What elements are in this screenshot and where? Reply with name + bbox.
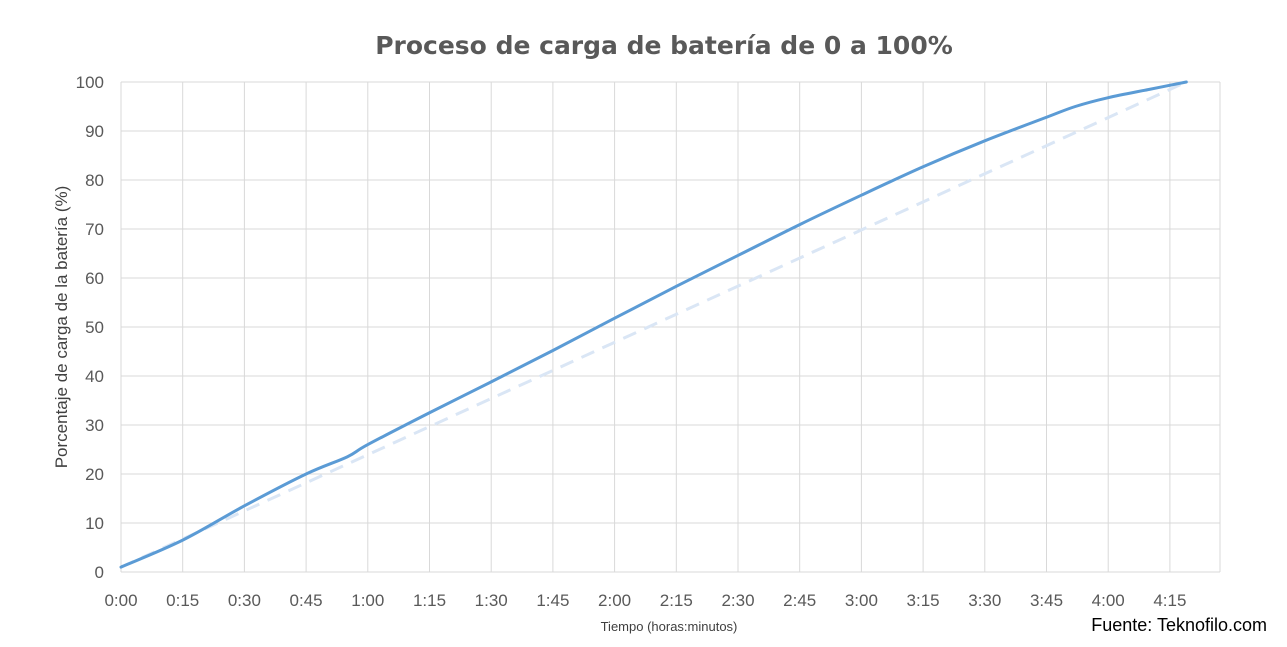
y-tick-label: 40 bbox=[85, 367, 104, 386]
y-tick-label: 100 bbox=[76, 73, 104, 92]
y-tick-label: 30 bbox=[85, 416, 104, 435]
x-tick-label: 3:30 bbox=[968, 591, 1001, 610]
series-lines bbox=[119, 80, 1188, 569]
y-tick-label: 90 bbox=[85, 122, 104, 141]
x-axis-ticks: 0:00 0:15 0:30 0:45 1:00 1:15 1:30 1:45 2:00 2:15… bbox=[104, 591, 1186, 610]
x-tick-label: 4:15 bbox=[1153, 591, 1186, 610]
y-tick-label: 60 bbox=[85, 269, 104, 288]
x-tick-label: 1:15 bbox=[413, 591, 446, 610]
x-axis-label: Tiempo (horas:minutos) bbox=[601, 619, 738, 634]
x-tick-label: 0:45 bbox=[290, 591, 323, 610]
x-tick-label: 0:30 bbox=[228, 591, 261, 610]
charge-curve-line bbox=[119, 80, 1188, 569]
y-tick-label: 80 bbox=[85, 171, 104, 190]
x-tick-label: 4:00 bbox=[1092, 591, 1125, 610]
y-tick-label: 70 bbox=[85, 220, 104, 239]
chart-title: Proceso de carga de batería de 0 a 100% bbox=[375, 31, 953, 60]
y-tick-label: 10 bbox=[85, 514, 104, 533]
x-tick-label: 2:45 bbox=[783, 591, 816, 610]
x-tick-label: 1:30 bbox=[475, 591, 508, 610]
grid-lines bbox=[120, 81, 1221, 573]
x-tick-label: 2:30 bbox=[721, 591, 754, 610]
y-axis-label: Porcentaje de carga de la batería (%) bbox=[52, 186, 71, 469]
x-tick-label: 1:00 bbox=[351, 591, 384, 610]
x-tick-label: 0:15 bbox=[166, 591, 199, 610]
y-tick-label: 50 bbox=[85, 318, 104, 337]
x-tick-label: 2:00 bbox=[598, 591, 631, 610]
x-tick-label: 0:00 bbox=[104, 591, 137, 610]
x-tick-label: 3:00 bbox=[845, 591, 878, 610]
source-credit: Fuente: Teknofilo.com bbox=[1091, 615, 1267, 635]
x-tick-label: 3:45 bbox=[1030, 591, 1063, 610]
y-tick-label: 0 bbox=[95, 563, 104, 582]
x-tick-label: 1:45 bbox=[536, 591, 569, 610]
x-tick-label: 2:15 bbox=[660, 591, 693, 610]
reference-line-dashed bbox=[120, 80, 1187, 569]
y-tick-label: 20 bbox=[85, 465, 104, 484]
x-tick-label: 3:15 bbox=[907, 591, 940, 610]
y-axis-ticks: 0 10 20 30 40 50 60 70 80 90 100 bbox=[76, 73, 104, 582]
